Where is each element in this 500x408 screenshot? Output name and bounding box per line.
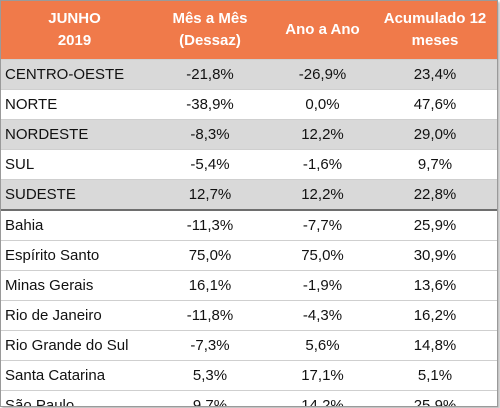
row-yoy: 0,0% bbox=[272, 89, 373, 120]
row-acc: 25,9% bbox=[373, 209, 497, 241]
header-period: JUNHO 2019 bbox=[1, 1, 148, 60]
table-body: CENTRO-OESTE -21,8% -26,9% 23,4% NORTE -… bbox=[1, 59, 497, 406]
header-row: JUNHO 2019 Mês a Mês (Dessaz) Ano a Ano … bbox=[1, 1, 497, 60]
row-name: Minas Gerais bbox=[1, 270, 148, 301]
table-row: CENTRO-OESTE -21,8% -26,9% 23,4% bbox=[1, 59, 497, 90]
row-name: SUDESTE bbox=[1, 179, 148, 210]
header-mom-sublabel: (Dessaz) bbox=[179, 32, 241, 49]
row-acc: 23,4% bbox=[373, 59, 497, 90]
header-period-month: JUNHO bbox=[48, 10, 101, 27]
row-name: Santa Catarina bbox=[1, 360, 148, 391]
row-acc: 25,9% bbox=[373, 390, 497, 406]
table-row: SUDESTE 12,7% 12,2% 22,8% bbox=[1, 179, 497, 210]
row-mom: -8,3% bbox=[148, 119, 272, 150]
table-row: NORDESTE -8,3% 12,2% 29,0% bbox=[1, 119, 497, 150]
header-yoy-label: Ano a Ano bbox=[285, 21, 360, 38]
header-year-over-year: Ano a Ano bbox=[272, 1, 373, 60]
row-acc: 30,9% bbox=[373, 240, 497, 271]
row-name: SUL bbox=[1, 149, 148, 180]
header-mom-label: Mês a Mês bbox=[172, 10, 248, 27]
row-yoy: 5,6% bbox=[272, 330, 373, 361]
table-row: Espírito Santo 75,0% 75,0% 30,9% bbox=[1, 240, 497, 271]
row-acc: 16,2% bbox=[373, 300, 497, 331]
row-yoy: 14,2% bbox=[272, 390, 373, 406]
row-mom: 12,7% bbox=[148, 179, 272, 210]
row-yoy: -1,6% bbox=[272, 149, 373, 180]
row-acc: 47,6% bbox=[373, 89, 497, 120]
table-header: JUNHO 2019 Mês a Mês (Dessaz) Ano a Ano … bbox=[1, 1, 497, 60]
header-accumulated: Acumulado 12 meses bbox=[373, 1, 497, 60]
row-yoy: 12,2% bbox=[272, 179, 373, 210]
row-name: NORTE bbox=[1, 89, 148, 120]
row-acc: 14,8% bbox=[373, 330, 497, 361]
row-name: NORDESTE bbox=[1, 119, 148, 150]
row-yoy: 12,2% bbox=[272, 119, 373, 150]
row-mom: -21,8% bbox=[148, 59, 272, 90]
row-acc: 13,6% bbox=[373, 270, 497, 301]
header-acc-sublabel: meses bbox=[411, 32, 459, 49]
row-name: Bahia bbox=[1, 209, 148, 241]
row-yoy: -26,9% bbox=[272, 59, 373, 90]
row-name: São Paulo bbox=[1, 390, 148, 406]
row-name: Rio Grande do Sul bbox=[1, 330, 148, 361]
row-mom: -11,3% bbox=[148, 209, 272, 241]
row-mom: -5,4% bbox=[148, 149, 272, 180]
row-name: Rio de Janeiro bbox=[1, 300, 148, 331]
row-name: CENTRO-OESTE bbox=[1, 59, 148, 90]
row-mom: -38,9% bbox=[148, 89, 272, 120]
table-row: NORTE -38,9% 0,0% 47,6% bbox=[1, 89, 497, 120]
table-row: Rio de Janeiro -11,8% -4,3% 16,2% bbox=[1, 300, 497, 331]
row-acc: 5,1% bbox=[373, 360, 497, 391]
row-mom: 16,1% bbox=[148, 270, 272, 301]
row-yoy: -4,3% bbox=[272, 300, 373, 331]
table-row: Santa Catarina 5,3% 17,1% 5,1% bbox=[1, 360, 497, 391]
row-acc: 29,0% bbox=[373, 119, 497, 150]
row-yoy: 17,1% bbox=[272, 360, 373, 391]
row-mom: 75,0% bbox=[148, 240, 272, 271]
header-month-over-month: Mês a Mês (Dessaz) bbox=[148, 1, 272, 60]
row-acc: 9,7% bbox=[373, 149, 497, 180]
row-acc: 22,8% bbox=[373, 179, 497, 210]
row-mom: 5,3% bbox=[148, 360, 272, 391]
header-acc-label: Acumulado 12 bbox=[383, 10, 487, 27]
header-period-year: 2019 bbox=[57, 32, 92, 49]
row-name: Espírito Santo bbox=[1, 240, 148, 271]
table-row: São Paulo 9,7% 14,2% 25,9% bbox=[1, 390, 497, 406]
table-row: Bahia -11,3% -7,7% 25,9% bbox=[1, 209, 497, 241]
table-row: Minas Gerais 16,1% -1,9% 13,6% bbox=[1, 270, 497, 301]
row-mom: 9,7% bbox=[148, 390, 272, 406]
row-mom: -11,8% bbox=[148, 300, 272, 331]
table-row: SUL -5,4% -1,6% 9,7% bbox=[1, 149, 497, 180]
row-yoy: 75,0% bbox=[272, 240, 373, 271]
row-yoy: -7,7% bbox=[272, 209, 373, 241]
row-mom: -7,3% bbox=[148, 330, 272, 361]
table-row: Rio Grande do Sul -7,3% 5,6% 14,8% bbox=[1, 330, 497, 361]
row-yoy: -1,9% bbox=[272, 270, 373, 301]
